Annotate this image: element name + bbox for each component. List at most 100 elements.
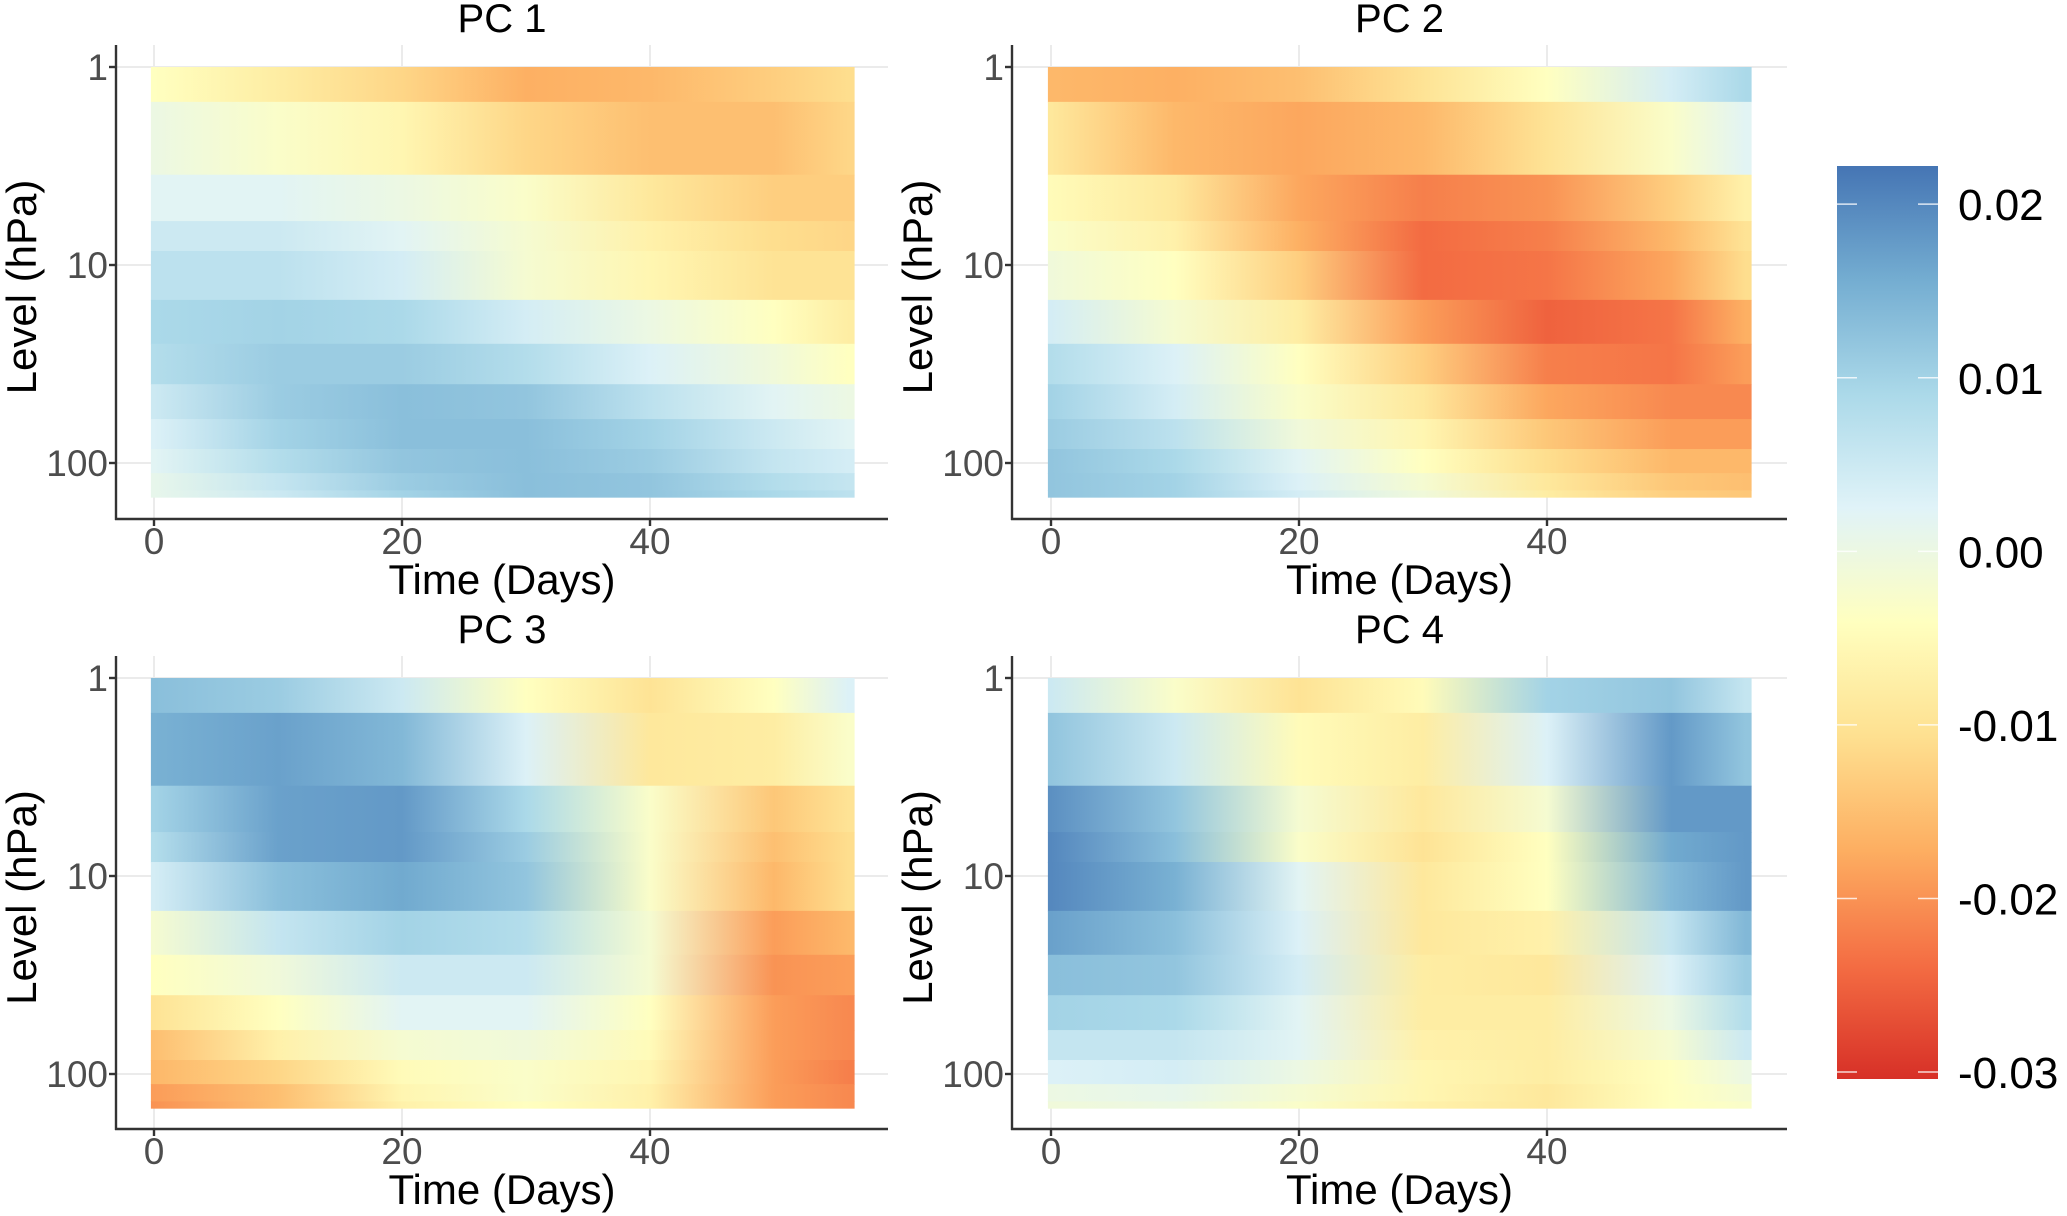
x-tick-label: 0 <box>144 521 165 562</box>
heatmap-row <box>150 101 855 176</box>
y-axis-label: Level (hPa) <box>0 180 45 395</box>
panel-pc2: PC 2 0 20 40 1 10 100 Time (Days) Level … <box>894 0 1787 603</box>
heatmap-row <box>1047 995 1752 1031</box>
y-tick-label: 100 <box>942 1054 1004 1095</box>
heatmap-row <box>150 419 855 450</box>
colorbar-tick-label: -0.03 <box>1958 1049 2058 1098</box>
heatmap-row <box>150 299 855 345</box>
y-tick-label: 100 <box>46 1054 108 1095</box>
y-axis-label: Level (hPa) <box>894 180 941 395</box>
x-tick-label: 40 <box>629 1131 670 1172</box>
colorbar-tick-label: 0.00 <box>1958 528 2044 577</box>
heatmap-row <box>1047 343 1752 385</box>
heatmap-row <box>150 995 855 1031</box>
plot-area <box>109 656 888 1136</box>
heatmap-row <box>1047 954 1752 996</box>
colorbar-tick-label: 0.01 <box>1958 355 2044 404</box>
y-tick-label: 1 <box>983 658 1004 699</box>
heatmap-row <box>1047 419 1752 450</box>
x-tick-label: 0 <box>1041 1131 1062 1172</box>
heatmap-row <box>1047 785 1752 833</box>
heatmap-row <box>1047 473 1752 491</box>
heatmap-row <box>1047 299 1752 345</box>
heatmap-row <box>1047 832 1752 863</box>
heatmap-row <box>150 678 855 714</box>
x-axis-label: Time (Days) <box>388 556 615 603</box>
y-axis-label: Level (hPa) <box>894 790 941 1005</box>
heatmap-row <box>150 1084 855 1102</box>
plot-area <box>1005 656 1787 1136</box>
panel-title: PC 3 <box>458 608 547 652</box>
panel-title: PC 2 <box>1355 0 1444 41</box>
x-tick-label: 40 <box>1526 521 1567 562</box>
colorbar-tick-label: -0.02 <box>1958 875 2058 924</box>
plot-area <box>1005 45 1787 526</box>
y-tick-label: 1 <box>87 658 108 699</box>
heatmap-row <box>150 954 855 996</box>
heatmap-row <box>1047 251 1752 301</box>
x-tick-label: 0 <box>1041 521 1062 562</box>
heatmap-row <box>1047 221 1752 252</box>
heatmap-row <box>1047 490 1752 498</box>
heatmap-row <box>1047 678 1752 714</box>
y-tick-label: 1 <box>87 47 108 88</box>
y-tick-label: 10 <box>963 245 1004 286</box>
heatmap-row <box>150 862 855 912</box>
heatmap-row <box>1047 174 1752 222</box>
x-axis-label: Time (Days) <box>1286 1166 1513 1213</box>
colorbar-tick-label: 0.02 <box>1958 181 2044 230</box>
heatmap-row <box>150 473 855 491</box>
x-axis-label: Time (Days) <box>1286 556 1513 603</box>
plot-area <box>109 45 888 526</box>
colorbar-legend: 0.02 0.01 0.00 -0.01 -0.02 -0.03 <box>1837 166 2058 1098</box>
heatmap-row <box>150 712 855 787</box>
heatmap-row <box>150 221 855 252</box>
colorbar-tick-label: -0.01 <box>1958 702 2058 751</box>
panel-title: PC 4 <box>1355 608 1444 652</box>
heatmap-row <box>150 910 855 956</box>
heatmap-row <box>150 1101 855 1109</box>
x-tick-label: 0 <box>144 1131 165 1172</box>
x-tick-label: 20 <box>381 1131 422 1172</box>
heatmap-row <box>150 343 855 385</box>
x-tick-label: 20 <box>381 521 422 562</box>
heatmap-row <box>150 384 855 420</box>
x-axis-label: Time (Days) <box>388 1166 615 1213</box>
heatmap-row <box>150 67 855 103</box>
y-tick-label: 1 <box>983 47 1004 88</box>
heatmap-row <box>150 785 855 833</box>
y-tick-label: 10 <box>67 245 108 286</box>
y-tick-label: 100 <box>942 443 1004 484</box>
heatmap-row <box>1047 67 1752 103</box>
heatmap-row <box>150 832 855 863</box>
heatmap-row <box>150 1060 855 1085</box>
panel-pc1: PC 1 0 20 40 1 10 100 Time (Days) Level … <box>0 0 888 603</box>
panel-pc3: PC 3 0 20 40 1 10 100 Time (Days) Level … <box>0 608 888 1213</box>
heatmap-row <box>1047 1060 1752 1085</box>
heatmap-row <box>1047 101 1752 176</box>
heatmap-row <box>1047 1084 1752 1102</box>
y-axis-label: Level (hPa) <box>0 790 45 1005</box>
y-tick-label: 100 <box>46 443 108 484</box>
colorbar-gradient <box>1837 166 1938 1079</box>
heatmap-row <box>1047 1101 1752 1109</box>
x-tick-label: 20 <box>1278 1131 1319 1172</box>
y-tick-label: 10 <box>963 856 1004 897</box>
x-tick-label: 40 <box>629 521 670 562</box>
heatmap-row <box>1047 862 1752 912</box>
heatmap-row <box>1047 449 1752 474</box>
heatmap-row <box>150 449 855 474</box>
heatmap-row <box>1047 712 1752 787</box>
x-tick-label: 40 <box>1526 1131 1567 1172</box>
x-tick-label: 20 <box>1278 521 1319 562</box>
heatmap-row <box>150 251 855 301</box>
heatmap-row <box>1047 910 1752 956</box>
panel-pc4: PC 4 0 20 40 1 10 100 Time (Days) Level … <box>894 608 1787 1213</box>
panel-title: PC 1 <box>458 0 547 41</box>
heatmap-row <box>1047 384 1752 420</box>
heatmap-row <box>150 174 855 222</box>
heatmap-row <box>1047 1030 1752 1061</box>
y-tick-label: 10 <box>67 856 108 897</box>
heatmap-row <box>150 490 855 498</box>
